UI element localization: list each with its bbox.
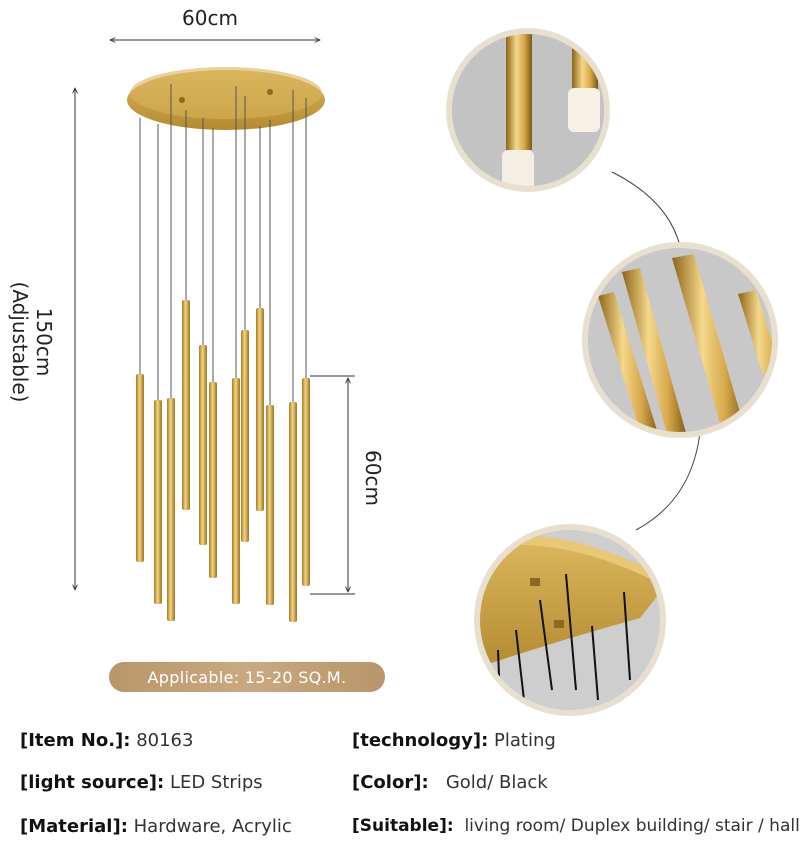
height-label: 150cm (Adjustable) [8, 281, 56, 403]
pendant-tubes [139, 84, 307, 405]
detail-canopy [474, 524, 666, 716]
spec-technology: [technology]: Plating [352, 730, 556, 751]
spec-suitable: [Suitable]: living room/ Duplex building… [352, 816, 800, 836]
applicable-area-badge: Applicable: 15-20 SQ.M. [109, 662, 385, 692]
spec-item-no: [Item No.]: 80163 [20, 730, 194, 751]
spec-color: [Color]: Gold/ Black [352, 772, 548, 793]
spec-light-source: [light source]: LED Strips [20, 772, 263, 793]
detail-tube-tips [446, 28, 610, 192]
tube-length-label: 60cm [361, 450, 385, 506]
spec-material: [Material]: Hardware, Acrylic [20, 816, 292, 837]
detail-gold-tubes [582, 242, 778, 438]
width-label: 60cm [182, 6, 238, 30]
